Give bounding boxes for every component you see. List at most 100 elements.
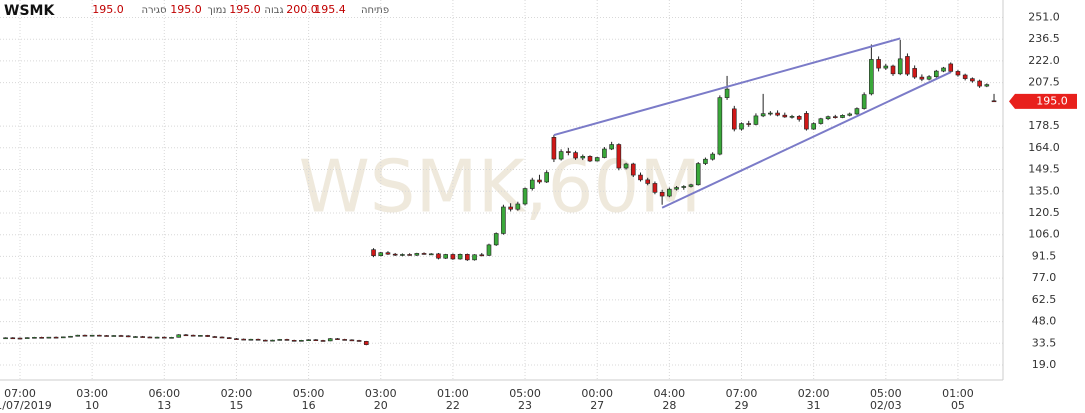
candle-body (544, 172, 549, 183)
candle-body (623, 163, 629, 169)
candle-body (291, 340, 297, 342)
candle-body (984, 84, 990, 87)
candle-body (926, 76, 932, 80)
x-tick-time: 03:00 (365, 387, 397, 400)
candle-body (768, 112, 773, 115)
candle-body (703, 158, 708, 164)
candle-body (133, 336, 138, 338)
candle-body (508, 206, 513, 210)
candle-body (270, 339, 275, 342)
candle-body (421, 253, 427, 255)
price-tag (1015, 93, 1077, 109)
y-tick-label: 120.5 (1028, 206, 1060, 219)
candle-body (75, 334, 81, 337)
field-label: גבוה (264, 5, 283, 16)
candle-body (205, 335, 210, 337)
watermark: WSMK,60M (299, 145, 702, 229)
candle-body (515, 203, 521, 210)
x-tick-time: 05:00 (509, 387, 541, 400)
y-tick-label: 207.5 (1028, 76, 1060, 89)
candle-body (695, 163, 701, 186)
candle-body (392, 253, 398, 256)
candle-body (630, 163, 636, 176)
candle-body (414, 253, 420, 256)
candle-body (731, 108, 737, 130)
candle-body (68, 335, 73, 338)
y-tick-label: 91.5 (1032, 249, 1057, 262)
candle-body (587, 156, 593, 162)
candle-body (169, 337, 174, 339)
x-tick-time: 00:00 (581, 387, 613, 400)
candle-body (551, 137, 557, 160)
candle-body (580, 156, 586, 159)
y-tick-label: 19.0 (1032, 358, 1057, 371)
candle-body (717, 97, 723, 155)
candle-body (594, 157, 600, 162)
candle-body (349, 339, 355, 342)
candle-body (796, 116, 802, 120)
x-tick-date: 22 (446, 399, 460, 412)
price-tag-label: 195.0 (1036, 94, 1068, 107)
field-value: 195.4 (314, 3, 346, 16)
x-tick-date: 05 (951, 399, 965, 412)
candle-body (154, 336, 160, 339)
candle-body (876, 59, 881, 69)
x-tick-date: 16 (302, 399, 316, 412)
candle-body (847, 113, 853, 116)
candle-body (573, 152, 578, 159)
candle-body (140, 336, 145, 338)
candle-body (335, 338, 340, 340)
candle-body (775, 112, 780, 116)
candle-body (811, 123, 816, 130)
candle-body (219, 336, 225, 339)
candle-body (486, 244, 492, 256)
x-tick-time: 02:00 (798, 387, 830, 400)
candle-body (479, 254, 485, 257)
price-tag-arrow (1009, 93, 1015, 109)
candle-body (832, 116, 838, 118)
candle-body (356, 340, 362, 342)
candle-body (941, 67, 946, 72)
candle-body (263, 339, 268, 342)
candle-body (558, 151, 564, 160)
x-tick-time: 01:00 (942, 387, 974, 400)
candle-body (869, 59, 874, 95)
field-value: 195.0 (229, 3, 261, 16)
candle-body (327, 338, 333, 342)
x-tick-time: 02:00 (221, 387, 253, 400)
candle-body (407, 254, 412, 256)
candle-body (919, 76, 925, 80)
candle-body (746, 123, 752, 125)
candle-body (284, 339, 290, 341)
candle-body (111, 335, 117, 337)
candle-body (681, 186, 687, 188)
x-tick-date: 31 (807, 399, 821, 412)
candle-body (234, 338, 239, 340)
x-tick-date: 13 (157, 399, 171, 412)
candle-body (39, 337, 44, 339)
candle-body (818, 118, 824, 124)
x-tick-date: 29 (735, 399, 749, 412)
candle-body (118, 335, 124, 337)
candle-body (955, 71, 961, 76)
candle-body (371, 249, 376, 256)
trendline (553, 37, 901, 137)
candle-body (436, 253, 441, 259)
x-tick-time: 05:00 (293, 387, 325, 400)
x-tick-date: 01/07/2019 (0, 399, 52, 412)
candle-body (378, 252, 384, 256)
candle-body (667, 188, 672, 197)
x-tick-time: 04:00 (653, 387, 685, 400)
x-tick-date: 10 (85, 399, 99, 412)
field-value: 195.0 (170, 3, 202, 16)
candle-body (616, 144, 622, 169)
candle-body (277, 339, 283, 341)
candle-body (739, 123, 744, 130)
candle-body (912, 68, 917, 78)
candle-body (970, 78, 975, 82)
candle-body (840, 115, 845, 118)
candle-body (212, 336, 218, 338)
candle-body (104, 335, 109, 337)
candle-body (883, 65, 889, 69)
